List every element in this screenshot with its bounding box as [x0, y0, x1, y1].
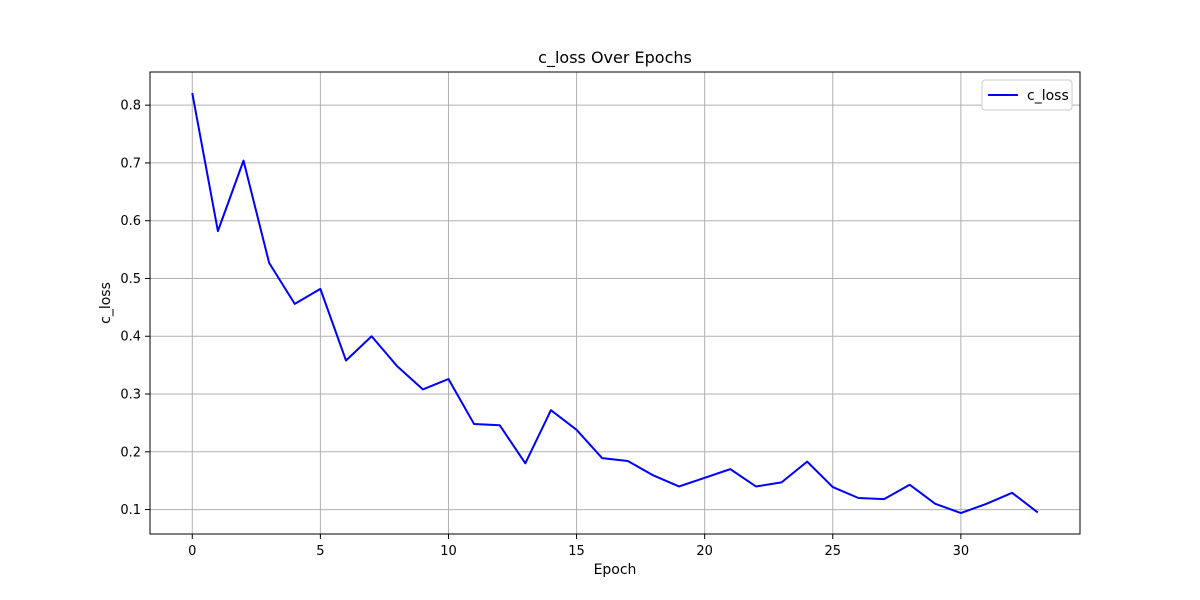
legend-label: c_loss — [1027, 88, 1069, 104]
y-tick-label: 0.4 — [120, 330, 141, 345]
grid — [150, 72, 1080, 534]
plot-frame — [149, 71, 1081, 535]
y-tick-label: 0.1 — [120, 503, 141, 518]
series-line-c_loss — [191, 92, 1039, 515]
x-tick-label: 5 — [316, 544, 324, 559]
x-tick-label: 25 — [824, 544, 841, 559]
legend-box — [981, 79, 1073, 111]
y-tick-label: 0.8 — [120, 99, 141, 114]
series-layer — [191, 92, 1039, 515]
x-tick-label: 0 — [188, 544, 196, 559]
x-axis-label: Epoch — [594, 562, 637, 578]
x-tick-label: 15 — [568, 544, 585, 559]
y-axis-label: c_loss — [98, 282, 114, 324]
y-axis-ticks: 0.1 0.2 0.3 0.4 0.5 0.6 0.7 0.8 — [120, 99, 150, 518]
y-tick-label: 0.7 — [120, 156, 141, 171]
y-tick-label: 0.3 — [120, 388, 141, 403]
y-tick-label: 0.5 — [120, 272, 141, 287]
x-tick-label: 10 — [440, 544, 457, 559]
y-tick-label: 0.2 — [120, 445, 141, 460]
x-tick-label: 30 — [953, 544, 970, 559]
chart-title: c_loss Over Epochs — [538, 48, 692, 68]
y-tick-label: 0.6 — [120, 214, 141, 229]
x-axis-ticks: 0 5 10 15 20 25 30 — [188, 534, 969, 559]
x-tick-label: 20 — [696, 544, 713, 559]
legend: c_loss — [981, 79, 1073, 111]
